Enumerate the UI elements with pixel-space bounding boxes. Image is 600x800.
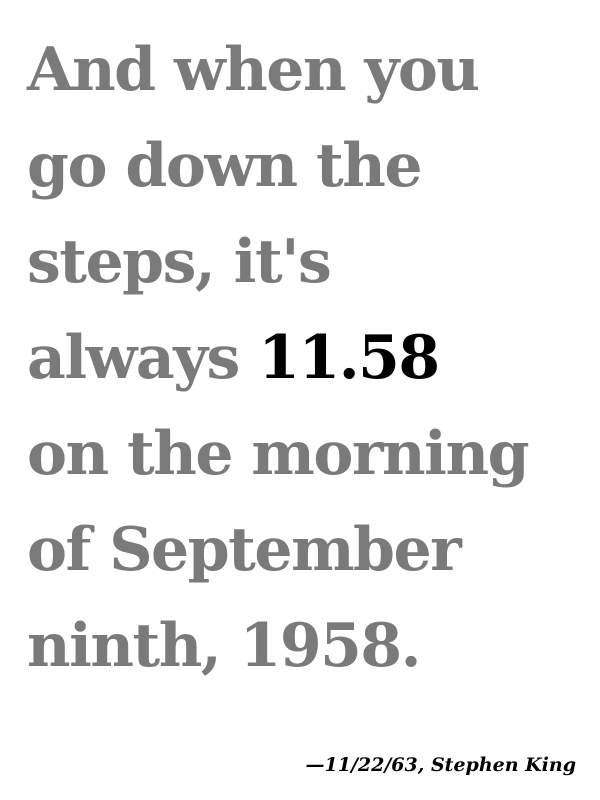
attribution-author: Stephen King (430, 754, 576, 776)
quote-line-4-text: always (27, 323, 259, 393)
attribution-source: 11/22/63, (324, 754, 431, 776)
quote-line-4: always 11.58 (27, 310, 587, 406)
quote-line-1: And when you (27, 35, 480, 105)
quote-line-7: ninth, 1958. (27, 611, 422, 681)
attribution-dash: — (305, 754, 325, 776)
attribution: —11/22/63, Stephen King (306, 754, 576, 776)
highlighted-time: 11.58 (258, 323, 440, 393)
quote-line-6: of September (27, 515, 462, 585)
quote-line-2: go down the (27, 131, 423, 201)
quote-line-5: on the morning (27, 419, 530, 489)
quote-text: And when you go down the steps, it's alw… (27, 22, 587, 694)
quote-line-3: steps, it's (27, 227, 332, 297)
